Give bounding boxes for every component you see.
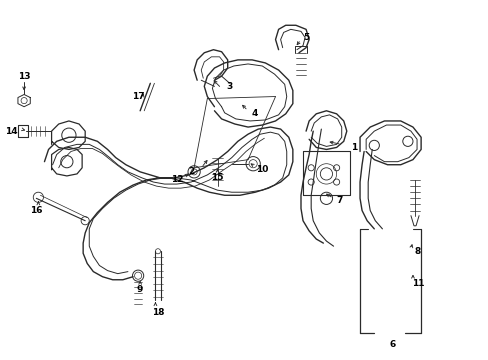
Text: 2: 2	[187, 167, 194, 176]
Text: 9: 9	[137, 285, 143, 294]
Text: 11: 11	[411, 279, 424, 288]
Text: 16: 16	[30, 206, 42, 215]
Text: 3: 3	[226, 82, 232, 91]
Text: 8: 8	[414, 247, 420, 256]
Text: 7: 7	[336, 196, 342, 205]
Text: 17: 17	[132, 92, 144, 101]
Text: 5: 5	[303, 33, 308, 42]
Text: 1: 1	[350, 143, 356, 152]
Text: 14: 14	[4, 127, 17, 136]
Text: 12: 12	[170, 175, 183, 184]
Text: 18: 18	[152, 308, 164, 317]
Text: 13: 13	[18, 72, 30, 81]
Text: 4: 4	[251, 109, 258, 118]
Text: 15: 15	[211, 174, 224, 183]
Text: 6: 6	[389, 341, 395, 350]
Text: 10: 10	[256, 165, 268, 174]
